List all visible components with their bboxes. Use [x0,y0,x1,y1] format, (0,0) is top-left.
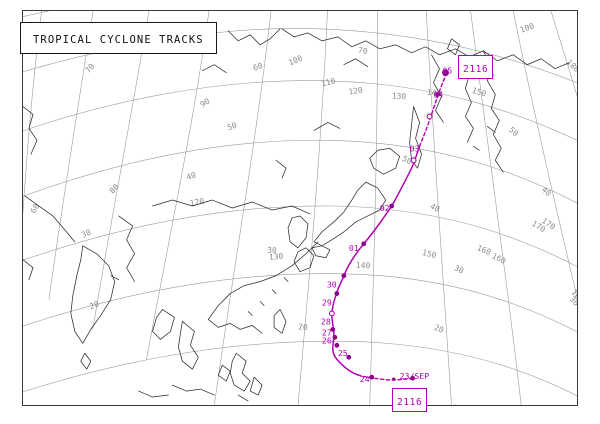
meridian-label: 140 [356,261,371,270]
track-segment-formative [358,374,414,381]
meridian-label: 90 [199,96,212,109]
parallel-label: 20 [88,299,100,311]
meridian-label: 130 [392,92,407,101]
parallel-label: 30 [80,228,92,240]
parallel-label: 20 [298,322,308,332]
track-date-label: 01 [349,243,359,253]
track-date-label: 26 [322,335,332,345]
track-date-label: 25 [338,348,348,358]
track-date-label: 05 [442,66,452,76]
meridian-label: 180 [570,288,577,305]
meridian-label: 110 [320,76,336,88]
parallel-label: 30 [568,295,577,308]
track-segment-extratropical [418,71,447,148]
storm-id-label-top: 2116 [458,55,494,79]
map-frame: 60 70 80 90 100 110 120 130 140 150 160 170 180 140 15… [22,10,578,406]
parallel-label: 60 [252,61,264,73]
meridian-label: 120 [348,86,364,97]
parallel-label: 70 [358,46,369,56]
track-date-label: 30 [327,280,337,290]
map-title-box: TROPICAL CYCLONE TRACKS [20,22,217,54]
track-date-label: 29 [322,298,332,308]
track-date-label: 04 [434,90,444,100]
parallel-label: 50 [226,121,238,133]
track-date-label: 03 [410,143,420,153]
parallel-label: 40 [429,202,442,214]
track-points [328,69,449,381]
track-date-label: 02 [380,203,390,213]
parallel-label: 30 [267,246,277,255]
track-date-label: 24 [360,374,370,384]
coastline-layer [23,28,570,402]
meridians [23,11,577,405]
meridian-label: 140 [426,88,442,99]
map-title: TROPICAL CYCLONE TRACKS [33,34,204,46]
track-date-label: 23/SEP [400,371,430,381]
track-date-label: 28 [321,316,331,326]
parallel-label: 20 [433,323,445,335]
meridian-label: 150 [421,248,437,260]
storm-id-label-bottom: 2116 [392,388,428,412]
track-segment-main [331,145,421,376]
storm-id-text-top: 2116 [463,64,489,75]
parallel-label: 10 [451,403,464,405]
parallel-label: 50 [401,154,414,166]
meridian-label: 150 [471,86,488,99]
parallel-label: 40 [185,170,197,182]
storm-id-text-bottom: 2116 [397,397,423,408]
track-date-label: 27 [322,327,332,337]
meridian-label: 130 [269,252,284,262]
parallel-label: 30 [453,263,466,275]
meridian-label: 120 [189,197,205,208]
